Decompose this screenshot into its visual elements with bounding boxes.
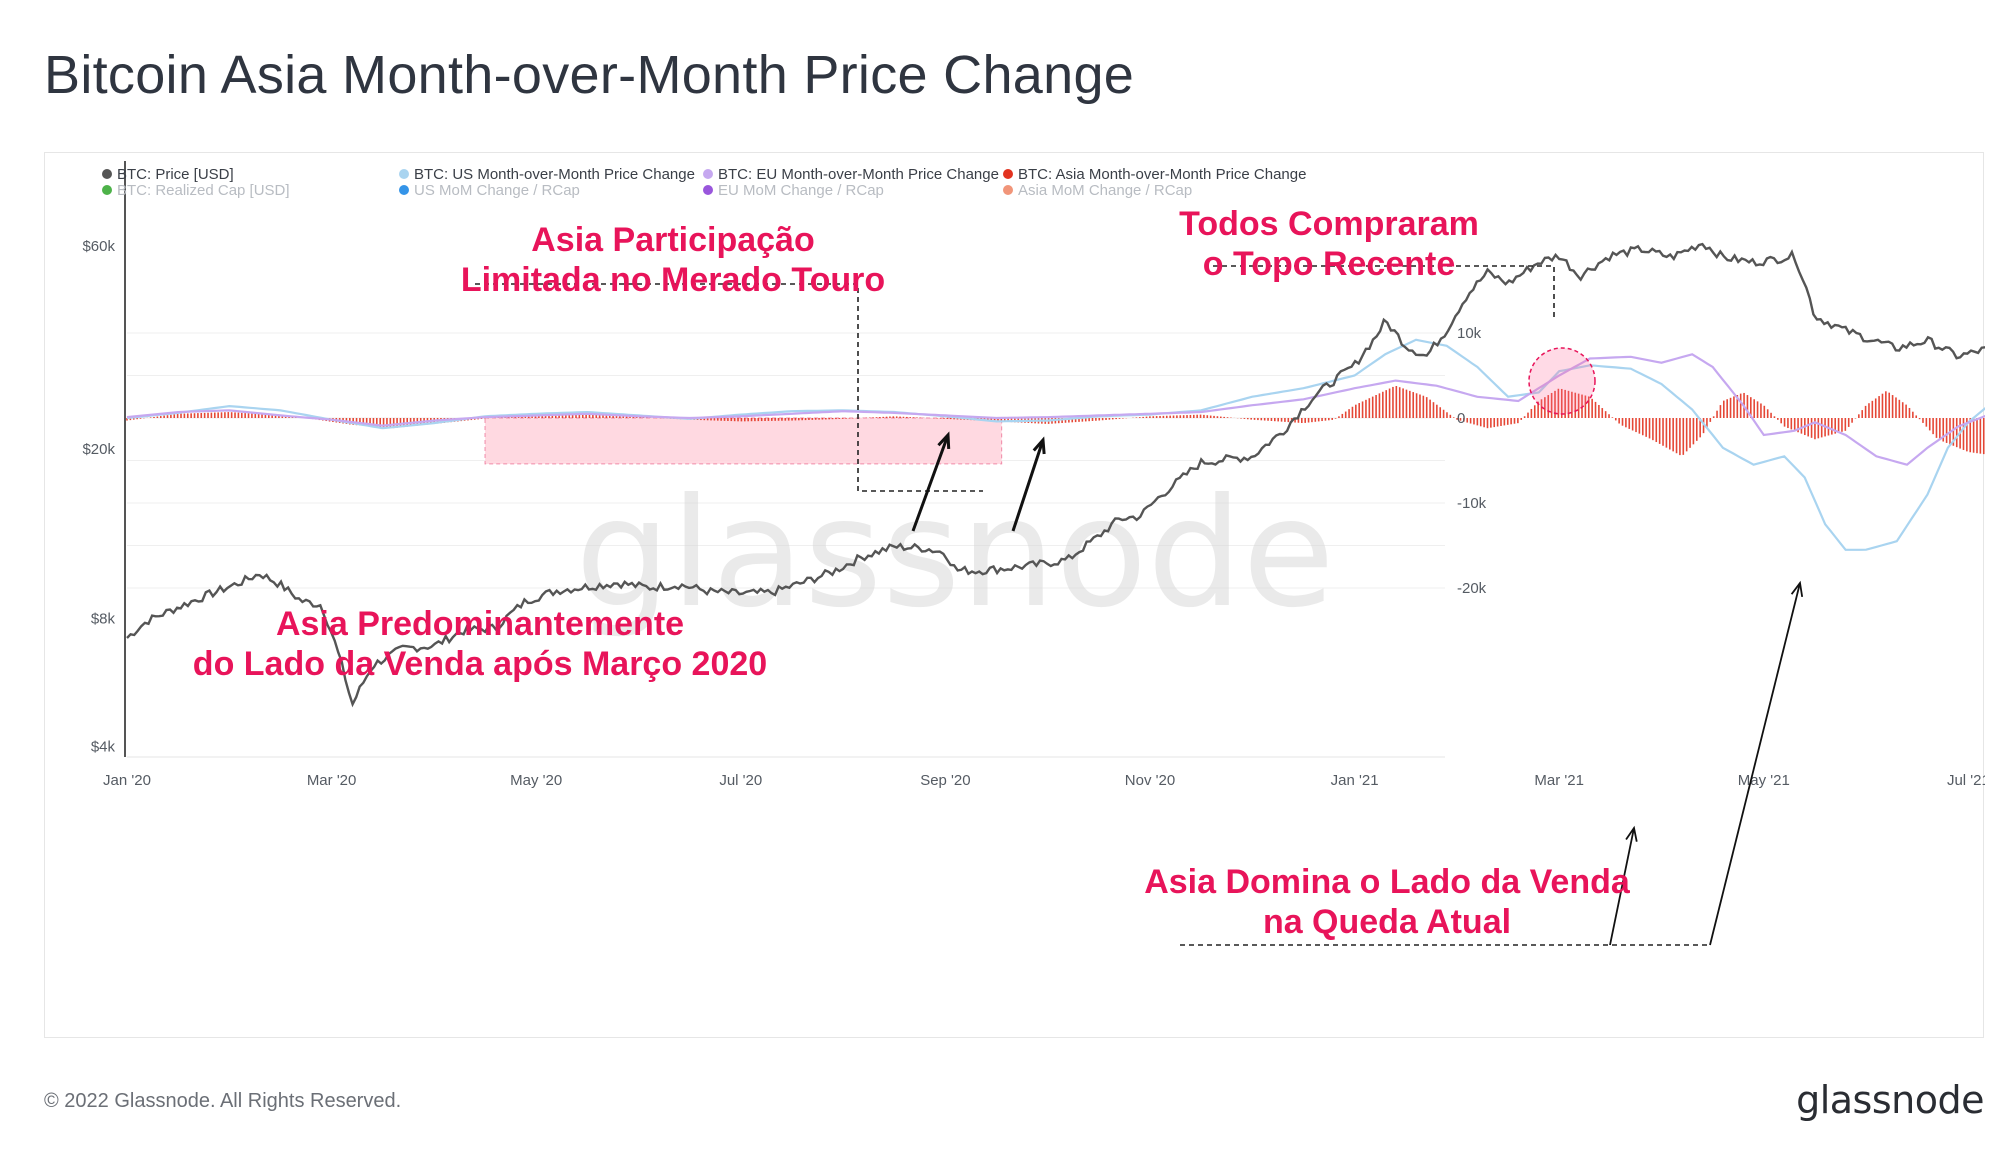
arrow-bull-1-head [937,431,951,450]
x-tick-label: May '21 [1738,772,1790,789]
arrow-selloff-2-head [1790,580,1804,597]
y-left-tick-label: $20k [82,441,115,458]
legend-marker [1003,185,1013,195]
top-highlight-circle [1528,347,1596,415]
lines-layer [126,242,1985,708]
eu-mom-line [126,353,1985,466]
legend-layer: BTC: Price [USD] BTC: US Month-over-Month… [102,166,1306,199]
arrow-bull-2-head [1032,436,1046,455]
price-line [126,242,1985,708]
x-tick-label: Nov '20 [1125,772,1175,789]
page-title: Bitcoin Asia Month-over-Month Price Chan… [44,45,1135,105]
legend-label: BTC: EU Month-over-Month Price Change [718,166,999,183]
legend-label: US MoM Change / RCap [414,182,580,199]
x-tick-label: Jul '20 [719,772,762,789]
y-left-tick-label: $8k [91,610,116,627]
footer-copyright: © 2022 Glassnode. All Rights Reserved. [44,1090,402,1112]
arrow-selloff-1 [1609,827,1635,946]
x-tick-label: Jan '21 [1331,772,1379,789]
annotation-text: Asia Participação [531,221,814,259]
legend-marker [1003,169,1013,179]
legend-label: EU MoM Change / RCap [718,182,884,199]
arrow-selloff-2 [1709,582,1801,946]
legend-label: BTC: Asia Month-over-Month Price Change [1018,166,1306,183]
legend-label: BTC: Price [USD] [117,166,234,183]
annotation-guide-bull [475,283,983,492]
annotation-text: Asia Predominantemente [276,605,684,643]
y-right-tick-label: -10k [1457,495,1487,512]
legend-marker [399,185,409,195]
overlay-layer [475,265,1804,946]
arrow-bull-1 [911,434,950,532]
legend-label: BTC: Realized Cap [USD] [117,182,290,199]
y-left-tick-label: $60k [82,238,115,255]
arrow-selloff-1-head [1625,825,1638,842]
x-tick-label: Jan '20 [103,772,151,789]
x-tick-label: Jul '21 [1947,772,1985,789]
pink-highlight-box [484,417,1003,465]
y-left-tick-label: $4k [91,739,116,756]
annotation-text: na Queda Atual [1263,903,1511,941]
x-tick-label: Mar '20 [307,772,357,789]
y-right-tick-label: -20k [1457,580,1487,597]
annotation-text: Asia Domina o Lado da Venda [1144,863,1631,901]
arrow-bull-2 [1011,439,1045,532]
legend-marker [399,169,409,179]
axis-layer: $4k $8k $20k $60k 10k 0 -10k -20k Jan '20 Mar '20… [82,161,1985,789]
footer-logo: glassnode [1796,1078,1984,1122]
watermark: glassnode [575,467,1334,641]
x-tick-label: Sep '20 [920,772,970,789]
chart-svg: glassnode $4k $8k $20k $60k 10k 0 -10k -20k Jan … [82,161,1985,946]
x-tick-label: Mar '21 [1534,772,1584,789]
pink-box-layer [484,417,1003,465]
legend-label: BTC: US Month-over-Month Price Change [414,166,695,183]
y-right-tick-label: 10k [1457,325,1482,342]
annotation-text: o Topo Recente [1203,245,1456,283]
annotation-text: Todos Compraram [1179,205,1479,243]
legend-marker [102,169,112,179]
y-right-tick-label: 0 [1457,410,1465,427]
chart-frame: glassnode $4k $8k $20k $60k 10k 0 -10k -20k Jan … [44,152,1985,1038]
legend-label: Asia MoM Change / RCap [1018,182,1192,199]
legend-marker [703,169,713,179]
annotation-text: Limitada no Merado Touro [461,261,885,299]
legend-marker [703,185,713,195]
x-tick-label: May '20 [510,772,562,789]
annotation-text: do Lado da Venda após Março 2020 [193,645,767,683]
legend-marker [102,185,112,195]
us-mom-line [126,338,1985,551]
